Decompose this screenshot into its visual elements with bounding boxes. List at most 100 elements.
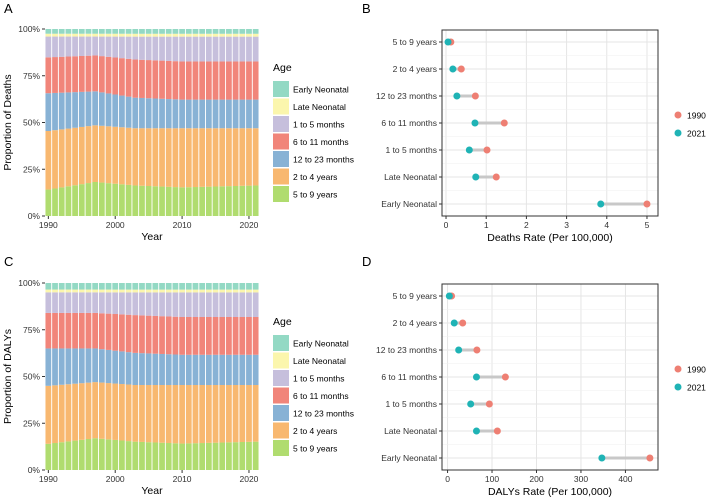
- bar-segment-late-neonatal-2003: [132, 289, 139, 293]
- bar-segment-late-neonatal-2009: [172, 33, 179, 37]
- y-tick-label: 75%: [23, 71, 40, 81]
- y-tick-label: 0%: [28, 211, 41, 221]
- bar-segment-2-to-4-years-2017: [226, 128, 232, 187]
- point-2021-early-neonatal: [598, 454, 606, 462]
- bar-segment-6-to-11-months-2007: [159, 60, 165, 99]
- y-tick-label: 25%: [23, 418, 40, 428]
- bar-segment-5-to-9-years-2014: [205, 186, 212, 216]
- bar-segment-5-to-9-years-1990: [45, 443, 52, 470]
- point-2021-6-to-11-months: [471, 119, 479, 127]
- y-tick-label-12-to-23-months: 12 to 23 months: [376, 345, 437, 355]
- bar-segment-early-neonatal-2016: [219, 29, 226, 34]
- bar-segment-6-to-11-months-2012: [192, 317, 199, 355]
- bar-segment-6-to-11-months-2020: [246, 317, 252, 355]
- bar-segment-2-to-4-years-2006: [152, 385, 159, 443]
- bar-segment-late-neonatal-2018: [232, 289, 239, 293]
- legend-swatch-5-to-9-years: [273, 440, 289, 456]
- bar-segment-2-to-4-years-1990: [45, 385, 52, 444]
- bar-segment-early-neonatal-1990: [45, 283, 52, 290]
- y-tick-label-2-to-4-years: 2 to 4 years: [393, 318, 437, 328]
- legend-swatch-early-neonatal: [273, 335, 289, 351]
- bar-segment-12-to-23-months-1990: [45, 93, 52, 131]
- bar-segment-2-to-4-years-2012: [192, 128, 199, 188]
- bar-segment-2-to-4-years-1996: [85, 382, 92, 440]
- bar-segment-12-to-23-months-1999: [105, 93, 112, 127]
- bar-segment-late-neonatal-2013: [199, 33, 206, 37]
- bar-segment-2-to-4-years-1992: [58, 129, 65, 188]
- legend-swatch-1-to-5-months: [273, 370, 289, 386]
- bar-segment-12-to-23-months-2008: [165, 99, 172, 129]
- bar-segment-5-to-9-years-2002: [125, 441, 132, 470]
- legend-dot-1990: [674, 111, 682, 119]
- bar-segment-6-to-11-months-2016: [219, 317, 226, 355]
- point-1990-6-to-11-months: [500, 119, 508, 127]
- bar-segment-late-neonatal-2008: [165, 289, 172, 293]
- y-tick-label-5-to-9-years: 5 to 9 years: [393, 291, 437, 301]
- bar-segment-2-to-4-years-1997: [92, 382, 99, 439]
- y-tick-label-early-neonatal: Early Neonatal: [381, 453, 437, 463]
- bar-segment-2-to-4-years-2001: [119, 127, 125, 185]
- bar-segment-5-to-9-years-2007: [159, 442, 165, 470]
- bar-segment-late-neonatal-1990: [45, 289, 52, 293]
- bar-segment-5-to-9-years-1994: [72, 185, 78, 216]
- bar-segment-6-to-11-months-2017: [226, 317, 232, 355]
- bar-segment-late-neonatal-1999: [105, 289, 112, 293]
- bar-segment-1-to-5-months-2017: [226, 36, 232, 62]
- bar-segment-6-to-11-months-2018: [232, 61, 239, 100]
- y-tick-label: 100%: [18, 278, 40, 288]
- bar-segment-1-to-5-months-2001: [119, 292, 125, 315]
- bar-segment-5-to-9-years-2010: [179, 187, 185, 216]
- bar-segment-early-neonatal-1999: [105, 29, 112, 34]
- bar-segment-12-to-23-months-2019: [239, 354, 246, 385]
- bar-segment-6-to-11-months-2009: [172, 316, 179, 355]
- bar-segment-2-to-4-years-2016: [219, 385, 226, 443]
- bar-segment-1-to-5-months-1991: [52, 36, 58, 58]
- bar-segment-5-to-9-years-1994: [72, 440, 78, 470]
- bar-segment-5-to-9-years-2021: [252, 185, 259, 216]
- bar-segment-early-neonatal-2007: [159, 29, 165, 34]
- bar-segment-6-to-11-months-2015: [212, 61, 219, 100]
- bar-segment-early-neonatal-2014: [205, 283, 212, 290]
- bar-segment-2-to-4-years-2005: [145, 128, 152, 187]
- bar-segment-6-to-11-months-2000: [112, 57, 119, 95]
- bar-segment-2-to-4-years-2004: [139, 385, 145, 442]
- bar-segment-late-neonatal-2001: [119, 33, 125, 37]
- bar-segment-late-neonatal-2003: [132, 33, 139, 37]
- bar-segment-5-to-9-years-1999: [105, 439, 112, 470]
- bar-segment-early-neonatal-2008: [165, 283, 172, 290]
- bar-segment-2-to-4-years-2021: [252, 385, 259, 442]
- point-1990-late-neonatal: [492, 173, 500, 181]
- bar-segment-5-to-9-years-1996: [85, 183, 92, 216]
- bar-segment-early-neonatal-1994: [72, 283, 78, 290]
- bar-segment-12-to-23-months-1992: [58, 92, 65, 130]
- bar-segment-early-neonatal-2006: [152, 29, 159, 34]
- bar-segment-6-to-11-months-2013: [199, 61, 206, 100]
- bar-segment-early-neonatal-2019: [239, 29, 246, 34]
- y-tick-label-5-to-9-years: 5 to 9 years: [393, 37, 437, 47]
- bar-segment-late-neonatal-2013: [199, 289, 206, 293]
- panel-b-chart: 5 to 9 years 2 to 4 years 12 to 23 months 6…: [376, 29, 706, 244]
- bar-segment-late-neonatal-2020: [246, 33, 252, 37]
- bar-segment-early-neonatal-1994: [72, 29, 78, 34]
- bar-segment-late-neonatal-2021: [252, 289, 259, 293]
- bar-segment-1-to-5-months-2005: [145, 292, 152, 316]
- bar-segment-late-neonatal-2006: [152, 33, 159, 37]
- bar-segment-1-to-5-months-2003: [132, 292, 139, 316]
- bar-segment-12-to-23-months-1997: [92, 348, 99, 383]
- bar-segment-12-to-23-months-1996: [85, 348, 92, 383]
- legend-dot-1990: [674, 365, 682, 373]
- bar-segment-1-to-5-months-1994: [72, 36, 78, 57]
- bar-segment-1-to-5-months-2002: [125, 36, 132, 59]
- legend-label-early-neonatal: Early Neonatal: [293, 339, 349, 349]
- bar-segment-early-neonatal-1995: [78, 283, 85, 290]
- bar-segment-late-neonatal-2018: [232, 33, 239, 37]
- bar-segment-5-to-9-years-2001: [119, 440, 125, 470]
- bar-segment-1-to-5-months-1993: [65, 292, 72, 313]
- bar-segment-2-to-4-years-1990: [45, 131, 52, 190]
- bar-segment-6-to-11-months-1994: [72, 312, 78, 349]
- bar-segment-2-to-4-years-2019: [239, 128, 246, 186]
- legend-label-early-neonatal: Early Neonatal: [293, 85, 349, 95]
- bar-segment-12-to-23-months-2007: [159, 353, 165, 385]
- bar-segment-1-to-5-months-2002: [125, 292, 132, 315]
- bar-segment-5-to-9-years-2010: [179, 443, 185, 470]
